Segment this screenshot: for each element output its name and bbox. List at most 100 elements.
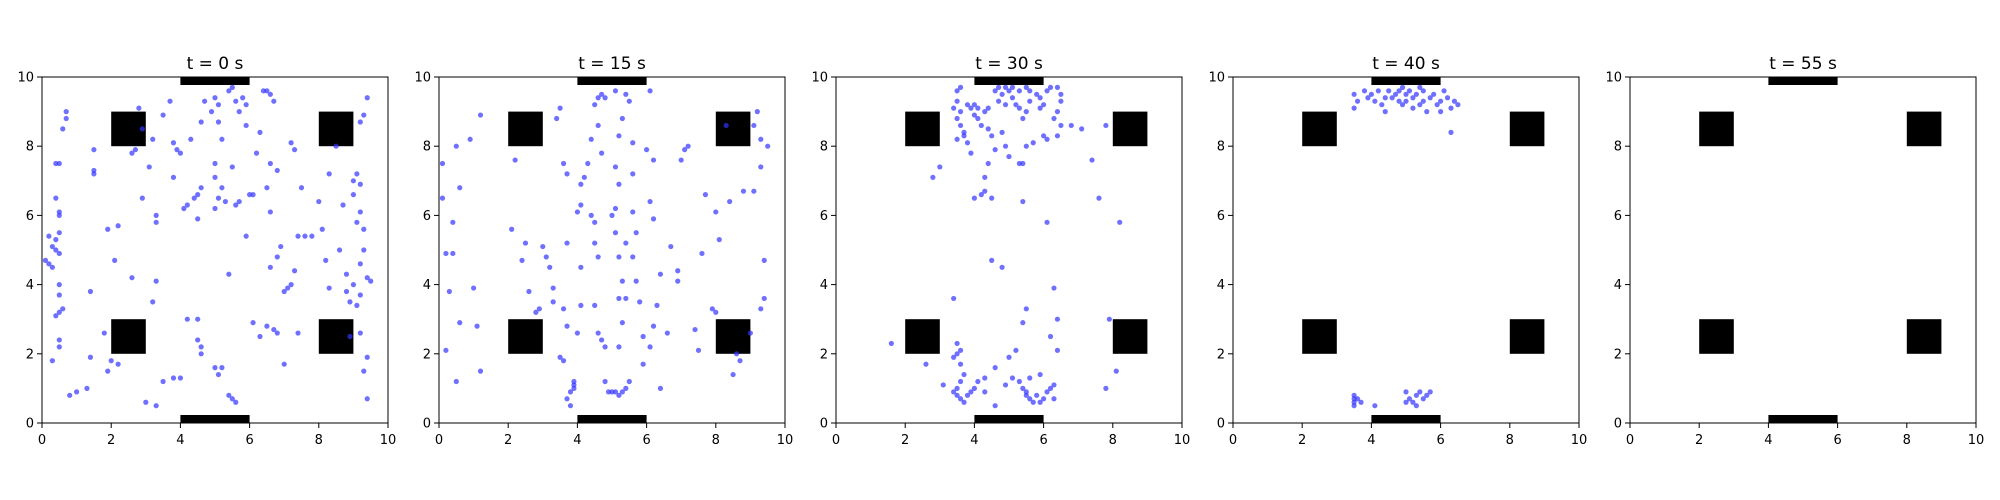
agent-point	[713, 209, 719, 215]
agent-point	[1410, 399, 1416, 405]
y-tick-label: 8	[423, 140, 431, 155]
agent-point	[668, 243, 674, 250]
agent-point	[295, 233, 301, 239]
agent-point	[951, 295, 957, 302]
axes-frame	[438, 76, 786, 424]
agent-point	[581, 174, 587, 180]
agent-point	[1358, 399, 1364, 405]
agent-point	[274, 330, 280, 336]
agent-point	[940, 382, 946, 388]
agent-point	[1051, 115, 1057, 122]
agent-point	[267, 264, 273, 270]
agent-point	[1441, 88, 1447, 94]
agent-point	[975, 115, 981, 122]
obstacle	[1302, 319, 1337, 354]
agent-point	[1382, 95, 1388, 101]
agent-point	[1379, 102, 1385, 108]
agent-point	[219, 365, 225, 371]
agent-point	[1372, 403, 1378, 409]
agent-point	[1444, 95, 1451, 101]
agent-point	[637, 299, 643, 305]
agent-point	[560, 358, 567, 364]
agent-point	[954, 98, 960, 104]
agent-point	[1016, 88, 1022, 94]
agent-point	[550, 285, 556, 291]
agent-point	[295, 330, 301, 336]
agent-point	[1013, 347, 1019, 353]
exit-bar	[1371, 77, 1441, 85]
y-tick-label: 0	[1217, 417, 1225, 432]
agent-point	[56, 344, 62, 350]
agent-point	[1372, 98, 1378, 104]
agent-point	[630, 209, 636, 215]
agent-point	[87, 288, 94, 295]
agent-point	[612, 230, 619, 236]
agent-point	[1041, 133, 1047, 139]
agent-point	[599, 150, 605, 156]
agent-point	[1016, 105, 1022, 111]
agent-point	[285, 285, 291, 291]
agent-point	[657, 271, 664, 277]
agent-point	[1051, 396, 1057, 402]
agent-point	[56, 230, 62, 236]
x-tick-label: 10	[1571, 433, 1588, 448]
agent-point	[930, 174, 936, 180]
agent-point	[212, 174, 218, 180]
x-tick-label: 4	[970, 433, 978, 448]
agent-point	[512, 157, 518, 163]
agent-point	[727, 198, 733, 205]
agent-point	[243, 122, 249, 129]
agent-point	[63, 115, 69, 122]
agent-point	[647, 344, 653, 350]
agent-point	[619, 278, 625, 284]
x-tick-label: 0	[832, 433, 840, 448]
agent-point	[323, 257, 329, 263]
agent-point	[150, 136, 156, 142]
agent-point	[1420, 88, 1426, 94]
agent-point	[640, 361, 646, 367]
agent-point	[578, 302, 584, 308]
agent-point	[1009, 95, 1016, 101]
agent-point	[53, 237, 59, 243]
agent-point	[1037, 399, 1043, 405]
agent-point	[174, 147, 180, 153]
agent-point	[961, 399, 967, 405]
agent-point	[1448, 129, 1454, 135]
obstacle	[111, 319, 146, 354]
agent-point	[1002, 102, 1009, 108]
agent-point	[1068, 122, 1074, 129]
agent-point	[150, 299, 156, 305]
agent-point	[989, 195, 995, 201]
agent-point	[650, 323, 657, 329]
agent-point	[964, 102, 971, 108]
agent-point	[992, 147, 998, 153]
agent-point	[316, 198, 322, 205]
agent-point	[574, 209, 581, 215]
x-tick-label: 8	[1903, 433, 1911, 448]
agent-point	[751, 188, 757, 194]
agent-point	[937, 164, 943, 170]
agent-point	[954, 136, 960, 142]
agent-point	[564, 171, 570, 177]
y-tick-label: 10	[1605, 71, 1622, 86]
agent-point	[477, 368, 484, 374]
agent-point	[716, 237, 722, 243]
agent-point	[143, 399, 149, 405]
agent-point	[288, 282, 294, 288]
agent-point	[547, 264, 553, 270]
agent-point	[42, 257, 49, 263]
agent-point	[533, 309, 539, 315]
agent-point	[961, 133, 967, 139]
agent-point	[592, 240, 598, 246]
agent-point	[592, 219, 598, 225]
agent-point	[267, 91, 273, 97]
x-tick-label: 2	[901, 433, 909, 448]
agent-point	[219, 185, 225, 191]
y-tick-label: 6	[26, 209, 34, 224]
agent-point	[595, 330, 601, 336]
agent-point	[1406, 396, 1413, 402]
agent-point	[46, 261, 52, 267]
agent-point	[257, 333, 263, 340]
agent-point	[626, 98, 632, 104]
agent-point	[1047, 333, 1054, 340]
